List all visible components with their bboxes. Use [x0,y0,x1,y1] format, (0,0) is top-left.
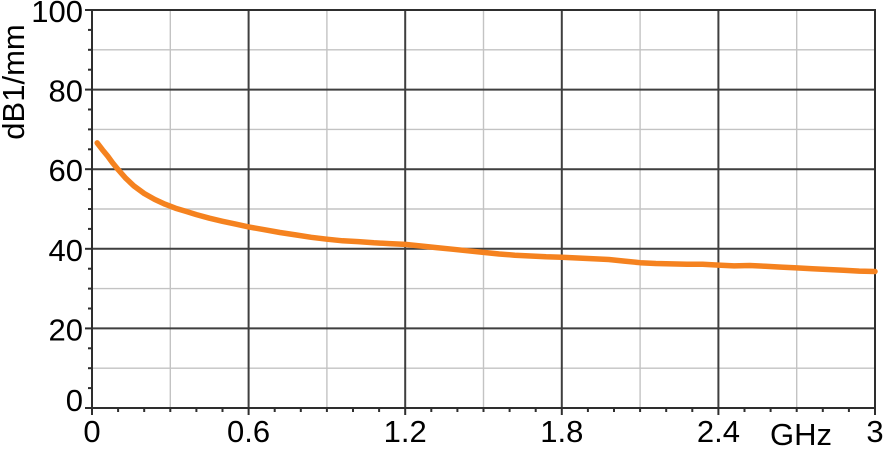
x-axis-unit-label: GHz [770,417,832,452]
x-tick-label: 3 [866,414,883,449]
x-tick-label: 2.4 [697,414,740,449]
y-tick-labels: 0 20 40 60 80 100 [31,0,83,418]
x-tick-label: 0 [83,414,100,449]
y-tick-label: 60 [49,153,83,188]
x-tick-label: 1.2 [384,414,427,449]
y-axis-label: dB1/mm [0,24,31,139]
data-curve [94,140,878,275]
x-tick-label: 0.6 [227,414,270,449]
axis-ticks [85,9,876,415]
y-tick-label: 80 [49,74,83,109]
y-tick-label: 100 [31,0,83,29]
y-tick-label: 40 [49,233,83,268]
minor-gridlines [92,10,875,408]
major-gridlines [92,10,875,408]
y-tick-label: 20 [49,312,83,347]
x-tick-label: 1.8 [540,414,583,449]
x-tick-labels: 0 0.6 1.2 1.8 2.4 3 [83,414,883,449]
curve-attenuation-vs-frequency [94,140,878,275]
y-tick-label: 0 [66,383,83,418]
